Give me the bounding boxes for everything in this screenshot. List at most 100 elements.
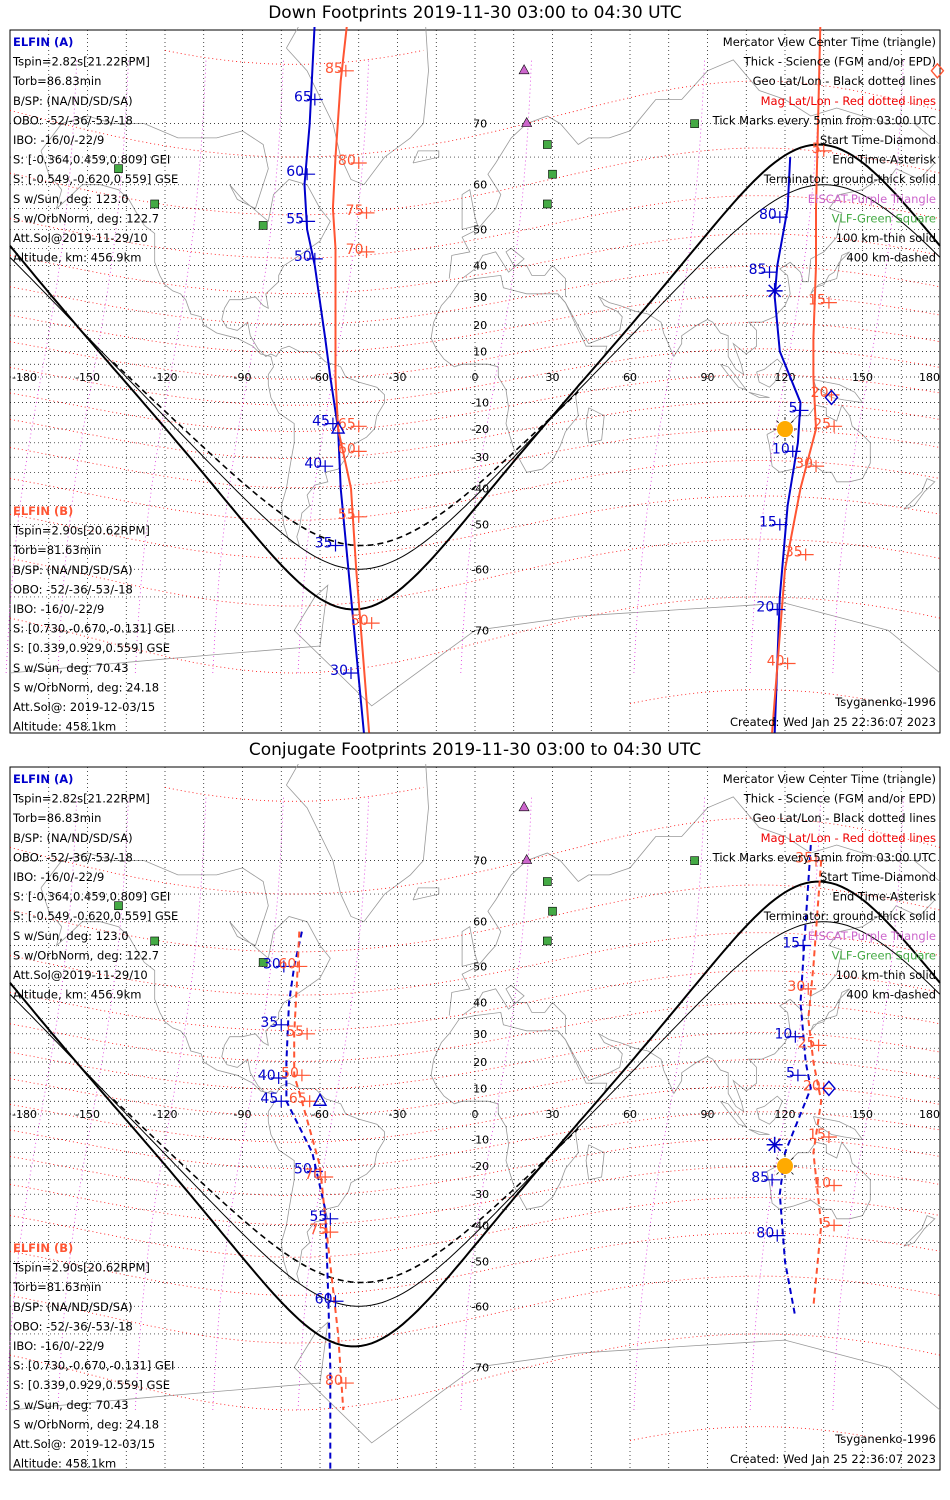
elfin-b-time-label: 50 [351, 613, 369, 629]
footprint-track-3 [807, 860, 823, 1307]
footprint-track-1 [331, 27, 371, 733]
legend-line: Start Time-Diamond [820, 133, 936, 147]
elfin-a-info-line: S: [-0.364,0.459,0.809] GEI [13, 890, 170, 904]
elfin-b-time-label: 80 [325, 1373, 343, 1389]
elfin-a-info-line: Att.Sol@2019-11-29/10 [13, 968, 148, 982]
stations [114, 801, 699, 967]
coastline-16 [9, 584, 941, 707]
elfin-b-time-label: 60 [338, 441, 356, 457]
terminator-100km [9, 921, 941, 1307]
elfin-a-info-line: IBO: -16/0/-22/9 [13, 133, 104, 147]
lat-tick-label: -30 [471, 451, 489, 464]
elfin-b-time-label: 65 [338, 416, 356, 432]
eiscat-triangle [521, 854, 533, 864]
legend-line: Mercator View Center Time (triangle) [723, 35, 936, 49]
lat-tick-label: -10 [471, 1134, 489, 1147]
start-time-diamond [824, 389, 839, 406]
coastline-8 [748, 391, 770, 398]
mag-meridian [5, 796, 78, 1411]
geo-grid [10, 767, 941, 1470]
conjugate-footprints-map: -180 -150 -120 -90 -60 -30 0 30 60 90 120 150 180706… [5, 764, 941, 1471]
elfin-a-time-label: 5 [789, 400, 798, 416]
lat-tick-label: 60 [473, 916, 487, 929]
elfin-b-time-label: 5 [822, 1215, 831, 1231]
legend-line: Tick Marks every 5min from 03:00 UTC [712, 850, 936, 864]
mag-meridian [297, 796, 370, 1411]
elfin-a-info-line: Altitude, km: 456.9km [13, 988, 141, 1002]
coastline-9 [756, 358, 783, 388]
lon-tick-label: -90 [234, 371, 252, 384]
coastline-9 [756, 1095, 783, 1125]
mag-meridian [212, 796, 284, 1411]
vlf-square [543, 877, 552, 886]
model-label: Tsyganenko-1996 [834, 1432, 936, 1446]
elfin-a-info-line: Torb=86.83min [12, 811, 101, 825]
lon-tick-label: 150 [852, 1108, 873, 1121]
vlf-square [150, 199, 159, 209]
elfin-a-info-line: S: [-0.549,-0.620,0.559] GSE [13, 172, 178, 186]
lat-tick-label: -70 [471, 624, 489, 637]
elfin-b-time-label: 10 [813, 1175, 831, 1191]
mag-parallel [9, 884, 941, 953]
sun-ray [791, 435, 794, 438]
elfin-b-info-line: Torb=81.63min [12, 1280, 101, 1294]
coastline-2 [448, 59, 941, 279]
elfin-a-time-label: 20 [756, 599, 774, 615]
legend-line: Thick - Science (FGM and/or EPD) [743, 55, 936, 69]
mag-parallel [9, 1333, 941, 1411]
lat-tick-label: 20 [473, 319, 487, 332]
elfin-b-time-label: 75 [346, 203, 364, 219]
elfin-a-time-label: 50 [294, 249, 312, 265]
lon-tick-label: -150 [75, 371, 100, 384]
lon-tick-label: 90 [701, 1108, 715, 1121]
mag-meridian [134, 59, 207, 674]
lat-tick-label: 70 [473, 855, 487, 868]
lat-tick-label: 10 [473, 345, 487, 358]
legend-line: EISCAT-Purple Triangle [808, 929, 936, 943]
mag-meridian [832, 59, 904, 674]
lon-tick-label: 0 [472, 371, 479, 384]
legend-line: End Time-Asterisk [832, 153, 936, 167]
mag-parallel [629, 689, 889, 705]
down-footprints-map: -180 -150 -120 -90 -60 -30 0 30 60 90 120 150 180 70 6… [5, 27, 945, 734]
elfin-a-info-line: S w/Sun, deg: 123.0 [13, 192, 129, 206]
coastline-6 [766, 1141, 871, 1220]
lat-tick-label: -60 [471, 1300, 489, 1313]
lon-tick-label: 90 [701, 371, 715, 384]
lon-tick-label: -30 [389, 371, 407, 384]
coastline-0 [40, 852, 386, 1284]
sun-marker [777, 421, 793, 438]
elfin-b-time-label: 35 [785, 545, 803, 561]
elfin-a-time-label: 15 [782, 935, 800, 951]
legend-line: Geo Lat/Lon - Black dotted lines [753, 811, 936, 825]
vlf-square [543, 199, 552, 209]
vlf-square [543, 140, 552, 149]
legend-line: Mag Lat/Lon - Red dotted lines [761, 94, 936, 108]
mag-meridian [460, 59, 532, 674]
lon-tick-label: -120 [153, 1108, 178, 1121]
mag-parallel [629, 1426, 889, 1442]
lon-tick-label: -150 [75, 1108, 100, 1121]
elfin-a-time-label: 85 [751, 1170, 769, 1186]
legend-line: Geo Lat/Lon - Black dotted lines [753, 74, 936, 88]
elfin-b-time-label: 35 [795, 851, 813, 867]
mag-meridian [460, 796, 532, 1411]
mag-parallel [9, 1232, 941, 1296]
end-time-asterisk [768, 284, 782, 298]
legend-line: VLF-Green Square [832, 211, 936, 225]
vlf-square [258, 958, 268, 967]
elfin-a-info-line: Torb=86.83min [12, 74, 101, 88]
mag-meridian [749, 59, 822, 674]
center-time-triangle [312, 1092, 328, 1106]
mag-grid [9, 49, 941, 705]
elfin-b-time-label: 55 [286, 1024, 304, 1040]
elfin-a-info-line: S w/Sun, deg: 123.0 [13, 929, 129, 943]
coastline-13 [412, 887, 440, 901]
footprint-track-2 [778, 844, 812, 1317]
elfin-b-info-line: B/SP: (NA/ND/SD/SA) [13, 1300, 133, 1314]
elfin-a-time-label: 10 [772, 441, 790, 457]
coastline-2 [448, 796, 941, 1016]
elfin-a-info-line: B/SP: (NA/ND/SD/SA) [13, 831, 133, 845]
mag-meridian [633, 796, 705, 1411]
elfin-b-info-line: Att.Sol@: 2019-12-03/15 [13, 1437, 155, 1451]
